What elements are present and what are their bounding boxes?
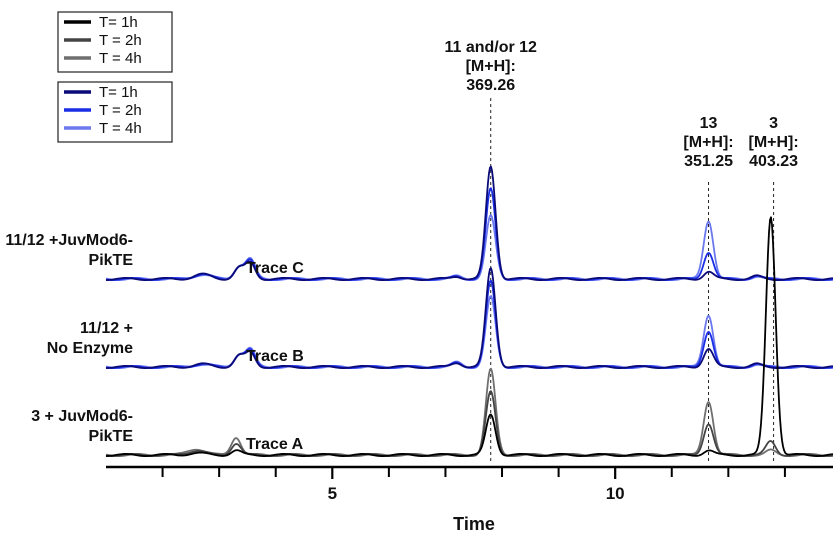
trace-label-1: Trace B [246, 348, 304, 365]
sample-label-1-1: No Enzyme [47, 340, 133, 357]
trace-line-1-t=2h [105, 279, 833, 369]
blue-legend-box [57, 81, 173, 143]
reference-label-0-0: 11 and/or 12 [444, 39, 537, 56]
traces [105, 165, 833, 457]
reference-label-1-2: 351.25 [684, 153, 733, 170]
blue-legend-label-1: T = 2h [99, 102, 142, 119]
x-axis: 5 10 Time [106, 465, 833, 533]
black-legend-label-1: T = 2h [99, 32, 142, 49]
trace-line-0-t=4h [105, 214, 833, 281]
trace-labels: Trace C 11/12 +JuvMod6- PikTE Trace B 11/12 … [5, 232, 304, 453]
blue-legend: T= 1hT = 2hT = 4h [57, 81, 173, 143]
x-tick-label-0: 5 [328, 484, 337, 503]
black-legend-label-2: T = 4h [99, 50, 142, 67]
trace-line-1-t=1h [105, 267, 833, 369]
trace-label-2: Trace A [246, 436, 304, 453]
trace-line-0-t=2h [105, 187, 833, 281]
reference-label-0-2: 369.26 [466, 77, 515, 94]
legends: T= 1hT = 2hT = 4hT= 1hT = 2hT = 4h [57, 11, 173, 143]
sample-label-0-0: 11/12 +JuvMod6- [5, 232, 133, 249]
trace-line-2-t=1h [105, 216, 833, 457]
sample-label-2-1: PikTE [89, 428, 134, 445]
reference-label-2-1: [M+H]: [748, 134, 798, 151]
x-tick-label-1: 10 [606, 484, 625, 503]
reference-label-2-2: 403.23 [749, 153, 798, 170]
trace-line-2-t=2h [105, 390, 833, 457]
reference-label-1-1: [M+H]: [683, 134, 733, 151]
sample-label-0-1: PikTE [89, 252, 134, 269]
sample-label-2-0: 3 + JuvMod6- [31, 408, 133, 425]
reference-label-2-0: 3 [769, 115, 778, 132]
reference-labels: 11 and/or 12 [M+H]: 369.26 13 [M+H]: 351.25 3 [… [444, 39, 798, 170]
reference-label-0-1: [M+H]: [466, 58, 516, 75]
black-legend-label-0: T= 1h [99, 14, 138, 31]
black-legend: T= 1hT = 2hT = 4h [57, 11, 173, 73]
blue-legend-label-0: T= 1h [99, 84, 138, 101]
trace-label-0: Trace C [246, 260, 304, 277]
reference-label-1-0: 13 [700, 115, 718, 132]
trace-line-1-t=4h [105, 295, 833, 369]
blue-legend-label-2: T = 4h [99, 120, 142, 137]
trace-line-0-t=1h [105, 165, 833, 281]
x-axis-title: Time [453, 514, 495, 533]
trace-line-2-t=4h [105, 367, 833, 457]
sample-label-1-0: 11/12 + [80, 320, 133, 337]
